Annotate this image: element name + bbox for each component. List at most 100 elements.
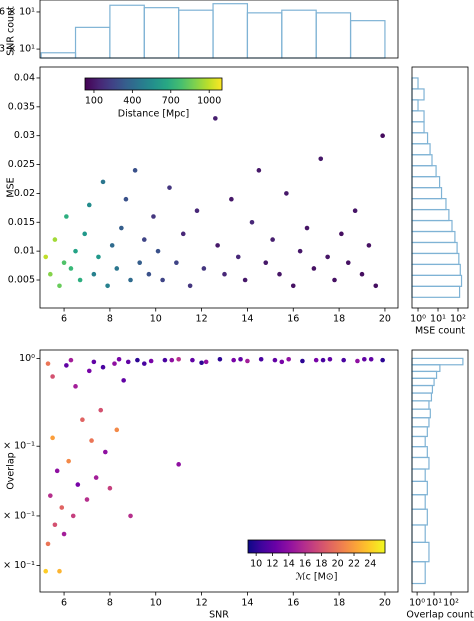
point — [70, 513, 76, 519]
point — [258, 356, 264, 362]
point — [167, 185, 172, 190]
point — [66, 458, 71, 464]
colorbar-tick-label: 10 — [250, 559, 262, 570]
point — [50, 374, 55, 379]
point — [320, 357, 326, 363]
x-tick-label: 18 — [333, 314, 345, 325]
point — [231, 357, 236, 363]
point — [213, 116, 218, 121]
hist-bin — [74, 26, 111, 59]
point — [368, 356, 374, 362]
point — [64, 214, 69, 219]
axes-frame — [39, 66, 399, 309]
point — [341, 357, 346, 363]
y-tick-label: 6 × 10¹ — [0, 6, 35, 17]
colorbar — [84, 77, 223, 91]
hist-bin — [411, 524, 426, 543]
point — [222, 271, 227, 277]
point — [304, 225, 310, 231]
point — [180, 231, 186, 237]
point — [45, 541, 51, 547]
axes-frame — [39, 0, 399, 59]
point — [160, 277, 165, 283]
point — [256, 168, 262, 173]
point — [96, 254, 101, 260]
y-tick-label: 3 × 10⁻¹ — [0, 560, 35, 571]
hist-bin — [40, 52, 77, 59]
x-tick-label: 10⁰ — [410, 314, 426, 325]
colorbar-tick-label: 14 — [283, 559, 295, 570]
hist-bin — [411, 508, 428, 526]
hist-bin — [411, 143, 431, 156]
point — [300, 358, 305, 364]
colorbar-tick-label: 16 — [299, 559, 311, 570]
colorbar-tick-label: 700 — [162, 96, 180, 107]
hist-bin — [411, 154, 433, 167]
colorbar-tick-label: 18 — [315, 559, 327, 570]
point — [48, 271, 53, 277]
point — [112, 361, 117, 366]
point — [217, 356, 223, 362]
axes-frame — [411, 66, 469, 309]
hist-bin — [411, 426, 428, 438]
point — [146, 271, 152, 277]
hist-bin — [411, 370, 438, 379]
x-tick-label: 10 — [150, 598, 162, 609]
hist-bin — [411, 400, 430, 410]
x-axis-label: Overlap count — [406, 610, 473, 621]
hist-bin — [411, 494, 426, 510]
hist-bin — [411, 165, 437, 178]
point — [199, 360, 204, 366]
point — [64, 363, 69, 368]
hist-bin — [411, 456, 430, 470]
point — [116, 356, 122, 362]
point — [61, 531, 67, 537]
point — [235, 254, 241, 260]
point — [279, 359, 285, 365]
hist-bin — [411, 357, 464, 366]
axes-frame — [411, 349, 469, 593]
x-tick-label: 8 — [107, 314, 113, 325]
y-tick-label: 0.04 — [14, 72, 35, 83]
point — [151, 214, 156, 219]
point — [339, 231, 344, 237]
point — [128, 277, 133, 283]
colorbar-tick-label: 20 — [332, 559, 344, 570]
x-tick-label: 14 — [241, 598, 253, 609]
colorbar-label: Distance [Mpc] — [118, 109, 189, 120]
point — [373, 283, 379, 289]
point — [114, 266, 120, 271]
point — [141, 237, 147, 242]
y-tick-label: 0.025 — [8, 159, 35, 170]
point — [286, 356, 291, 362]
hist-bin — [109, 4, 145, 59]
colorbar-tick-label: 12 — [266, 559, 278, 570]
point — [352, 208, 358, 214]
point — [59, 505, 65, 510]
hist-bin — [411, 230, 456, 244]
hist-bin — [411, 241, 458, 255]
y-tick-label: 0.03 — [14, 130, 35, 141]
x-axis-label: MSE count — [415, 326, 465, 337]
point — [91, 359, 97, 365]
colorbar-tick-label: 24 — [364, 559, 376, 570]
hist-bin — [411, 176, 441, 189]
point — [45, 361, 51, 366]
point — [327, 356, 333, 362]
hist-bin — [411, 392, 433, 402]
point — [54, 468, 60, 474]
point — [91, 271, 97, 277]
point — [313, 357, 319, 363]
point — [311, 266, 317, 271]
hist-bin — [411, 132, 429, 145]
point — [174, 260, 179, 265]
hist-bin — [411, 252, 460, 266]
x-tick-label: 10¹ — [430, 314, 446, 325]
point — [272, 357, 278, 363]
x-tick-label: 16 — [287, 314, 299, 325]
hist-bin — [246, 12, 283, 59]
hist-bin — [411, 417, 430, 428]
hist-bin — [411, 198, 447, 211]
y-axis-label: MSE — [6, 177, 17, 197]
